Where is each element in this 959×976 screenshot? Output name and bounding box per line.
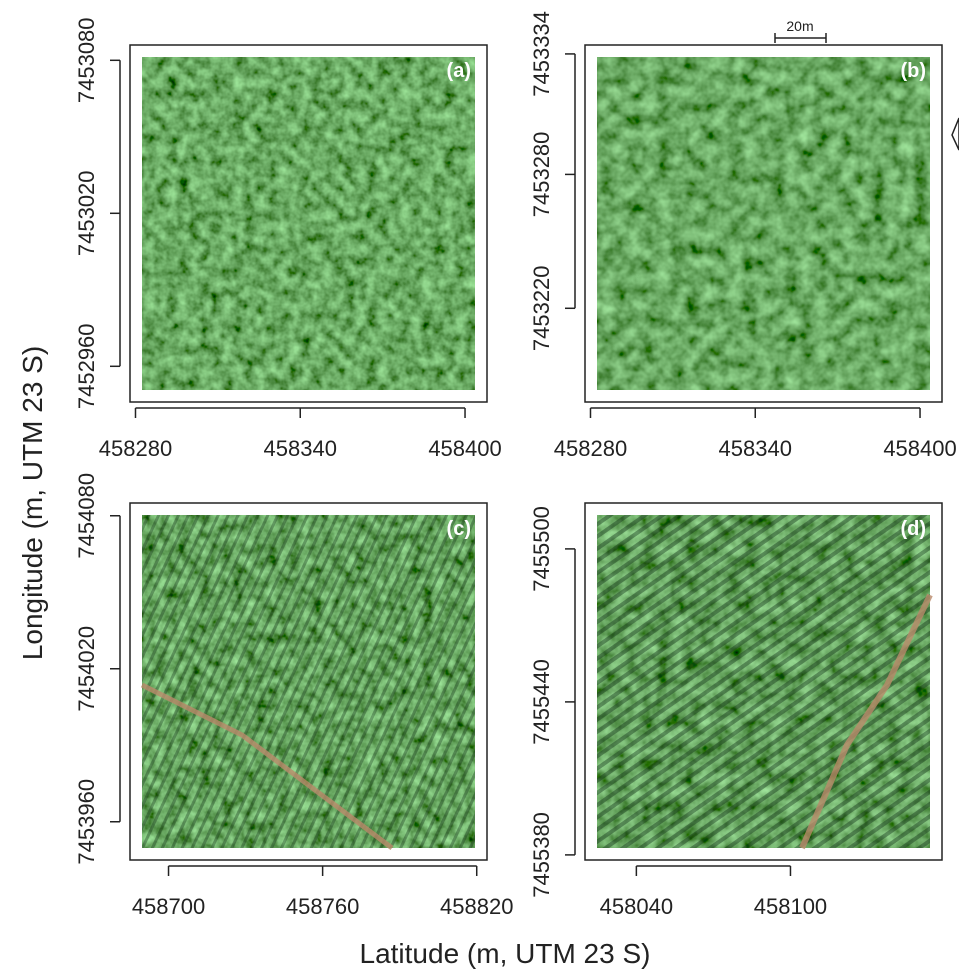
x-tick-label: 458340 [264,436,337,461]
y-tick-label: 7455380 [529,812,554,898]
figure: Longitude (m, UTM 23 S) Latitude (m, UTM… [0,0,959,976]
panel: (a) 458280 458340 458400 7452960 7453020 74530… [74,17,502,461]
panel: (d) 458040 458100 7455380 7455440 7455500 [529,503,942,919]
x-axis-title: Latitude (m, UTM 23 S) [360,938,651,969]
y-tick-label: 7453220 [529,265,554,351]
panel-label: (c) [447,518,471,540]
x-tick-label: 458760 [286,894,359,919]
y-tick-label: 7453080 [74,17,99,103]
y-tick-label: 7455500 [529,506,554,592]
y-tick-label: 7453280 [529,132,554,218]
plantation-rows [597,515,930,848]
y-tick-label: 7453020 [74,170,99,256]
scale-bar-label: 20m [786,18,813,34]
y-tick-label: 7453960 [74,779,99,865]
x-tick-label: 458400 [428,436,501,461]
panel: (c) 458700 458760 458820 7453960 7454020 74540… [74,473,513,919]
panel-label: (d) [900,518,926,540]
x-tick-label: 458340 [719,436,792,461]
y-axis-title: Longitude (m, UTM 23 S) [17,346,48,660]
y-tick-label: 7453334 [529,11,554,97]
aerial-image [142,57,475,390]
y-tick-label: 7455440 [529,659,554,745]
x-tick-label: 458040 [600,894,673,919]
y-tick-label: 7454080 [74,473,99,559]
y-tick-label: 7454020 [74,626,99,712]
x-tick-label: 458280 [99,436,172,461]
x-tick-label: 458100 [754,894,827,919]
y-tick-label: 7452960 [74,323,99,409]
x-tick-label: 458700 [132,894,205,919]
x-tick-label: 458820 [440,894,513,919]
panel: (b) 458280 458340 458400 7453220 7453280 74533… [529,11,957,461]
scale-bar: 20m [775,18,826,43]
north-arrow [952,118,959,150]
x-tick-label: 458280 [554,436,627,461]
panel-label: (b) [900,60,926,82]
panel-label: (a) [447,60,471,82]
aerial-image [597,57,930,390]
x-tick-label: 458400 [883,436,956,461]
plantation-rows [142,515,475,848]
